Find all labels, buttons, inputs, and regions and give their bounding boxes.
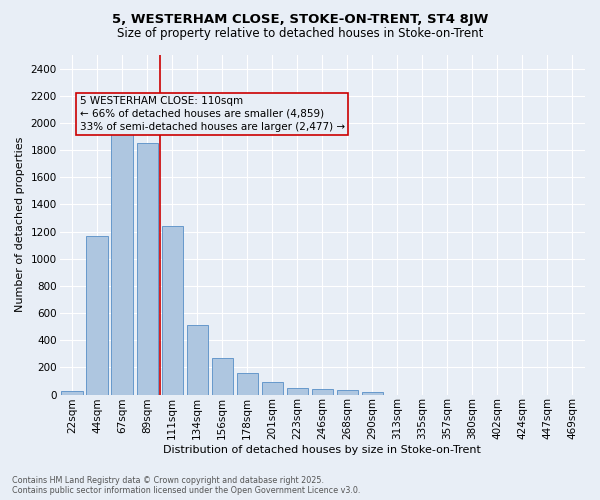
Bar — [61, 390, 83, 394]
Bar — [262, 382, 283, 394]
Bar — [362, 392, 383, 394]
Text: Contains HM Land Registry data © Crown copyright and database right 2025.
Contai: Contains HM Land Registry data © Crown c… — [12, 476, 361, 495]
Bar — [161, 226, 183, 394]
X-axis label: Distribution of detached houses by size in Stoke-on-Trent: Distribution of detached houses by size … — [163, 445, 481, 455]
Bar — [187, 326, 208, 394]
Bar — [137, 142, 158, 394]
Bar — [311, 389, 333, 394]
Bar — [287, 388, 308, 394]
Y-axis label: Number of detached properties: Number of detached properties — [15, 137, 25, 312]
Text: 5, WESTERHAM CLOSE, STOKE-ON-TRENT, ST4 8JW: 5, WESTERHAM CLOSE, STOKE-ON-TRENT, ST4 … — [112, 12, 488, 26]
Bar — [212, 358, 233, 395]
Text: Size of property relative to detached houses in Stoke-on-Trent: Size of property relative to detached ho… — [117, 28, 483, 40]
Bar — [236, 374, 258, 394]
Bar — [337, 390, 358, 394]
Bar — [112, 126, 133, 394]
Text: 5 WESTERHAM CLOSE: 110sqm
← 66% of detached houses are smaller (4,859)
33% of se: 5 WESTERHAM CLOSE: 110sqm ← 66% of detac… — [80, 96, 345, 132]
Bar — [86, 236, 108, 394]
